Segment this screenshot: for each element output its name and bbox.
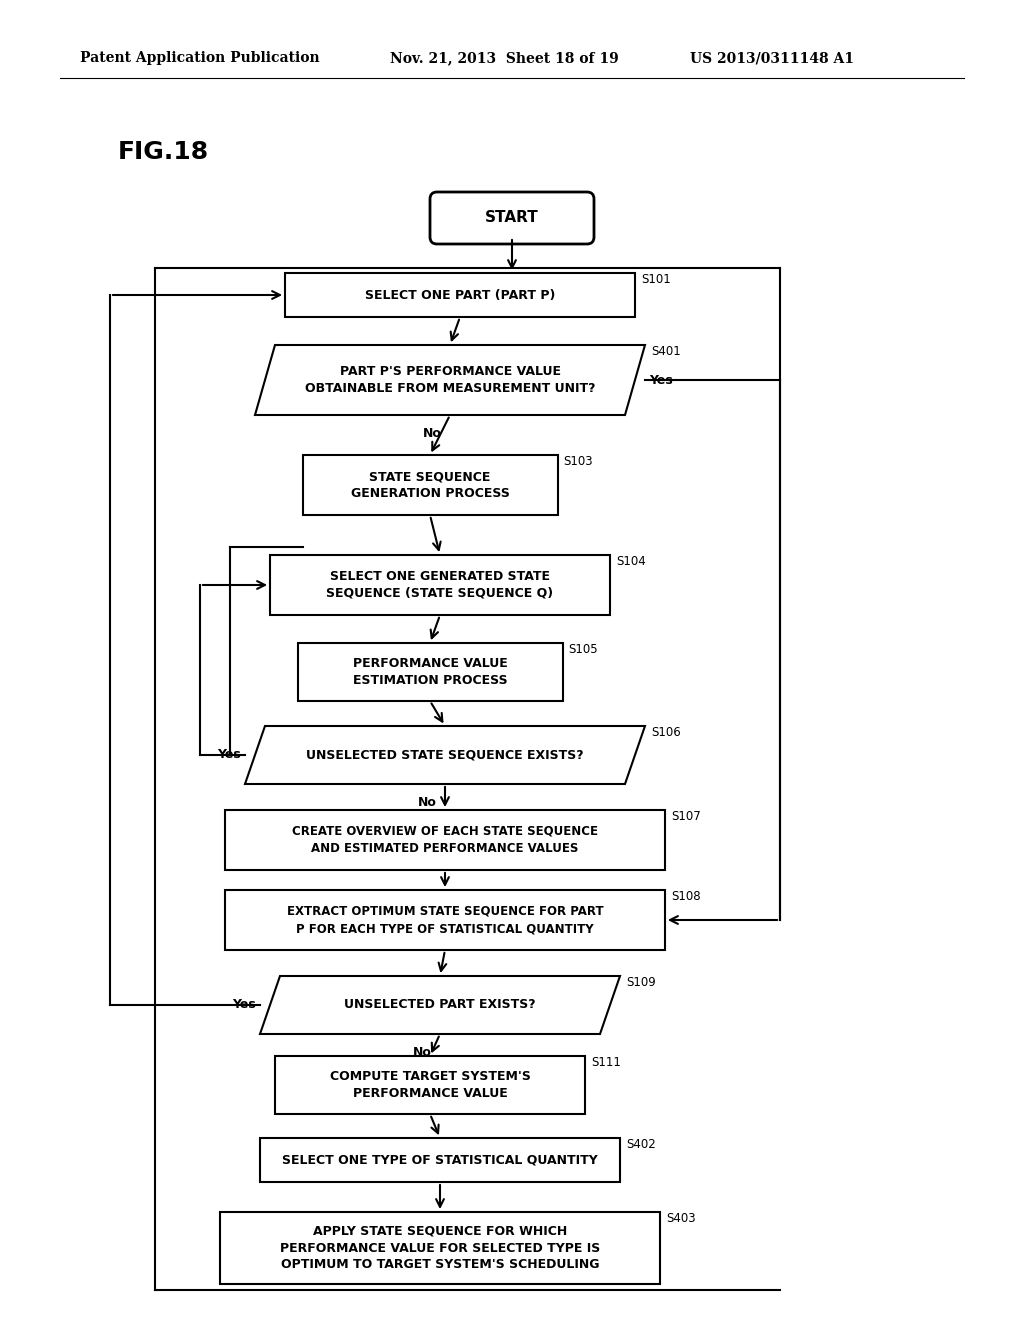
Text: No: No (423, 426, 441, 440)
Text: S103: S103 (563, 455, 593, 469)
Bar (285, 273, 635, 317)
Text: S401: S401 (651, 345, 681, 358)
Bar (225, 810, 665, 870)
Text: Yes: Yes (217, 748, 241, 762)
Text: S403: S403 (666, 1212, 695, 1225)
Text: EXTRACT OPTIMUM STATE SEQUENCE FOR PART
P FOR EACH TYPE OF STATISTICAL QUANTITY: EXTRACT OPTIMUM STATE SEQUENCE FOR PART … (287, 906, 603, 935)
Polygon shape (260, 975, 620, 1034)
Text: SELECT ONE PART (PART P): SELECT ONE PART (PART P) (365, 289, 555, 301)
Text: S111: S111 (591, 1056, 621, 1069)
Bar (220, 1212, 660, 1284)
Text: PART P'S PERFORMANCE VALUE
OBTAINABLE FROM MEASUREMENT UNIT?: PART P'S PERFORMANCE VALUE OBTAINABLE FR… (305, 366, 595, 395)
Text: No: No (413, 1045, 431, 1059)
Text: Yes: Yes (232, 998, 256, 1011)
Bar (225, 890, 665, 950)
Text: Yes: Yes (649, 374, 673, 387)
Text: S108: S108 (671, 890, 700, 903)
Text: APPLY STATE SEQUENCE FOR WHICH
PERFORMANCE VALUE FOR SELECTED TYPE IS
OPTIMUM TO: APPLY STATE SEQUENCE FOR WHICH PERFORMAN… (280, 1225, 600, 1271)
FancyBboxPatch shape (430, 191, 594, 244)
Text: Nov. 21, 2013  Sheet 18 of 19: Nov. 21, 2013 Sheet 18 of 19 (390, 51, 618, 65)
Text: US 2013/0311148 A1: US 2013/0311148 A1 (690, 51, 854, 65)
Polygon shape (255, 345, 645, 414)
Text: S109: S109 (626, 975, 655, 989)
Text: START: START (485, 210, 539, 226)
Bar (298, 643, 562, 701)
Text: UNSELECTED STATE SEQUENCE EXISTS?: UNSELECTED STATE SEQUENCE EXISTS? (306, 748, 584, 762)
Text: CREATE OVERVIEW OF EACH STATE SEQUENCE
AND ESTIMATED PERFORMANCE VALUES: CREATE OVERVIEW OF EACH STATE SEQUENCE A… (292, 825, 598, 855)
Polygon shape (245, 726, 645, 784)
Text: STATE SEQUENCE
GENERATION PROCESS: STATE SEQUENCE GENERATION PROCESS (350, 470, 509, 500)
Bar (275, 1056, 585, 1114)
Bar (260, 1138, 620, 1181)
Bar (270, 554, 610, 615)
Text: SELECT ONE TYPE OF STATISTICAL QUANTITY: SELECT ONE TYPE OF STATISTICAL QUANTITY (283, 1154, 598, 1167)
Text: No: No (418, 796, 436, 809)
Text: UNSELECTED PART EXISTS?: UNSELECTED PART EXISTS? (344, 998, 536, 1011)
Text: S101: S101 (641, 273, 671, 286)
Text: SELECT ONE GENERATED STATE
SEQUENCE (STATE SEQUENCE Q): SELECT ONE GENERATED STATE SEQUENCE (STA… (327, 570, 554, 601)
Text: S106: S106 (651, 726, 681, 739)
Text: Patent Application Publication: Patent Application Publication (80, 51, 319, 65)
Text: COMPUTE TARGET SYSTEM'S
PERFORMANCE VALUE: COMPUTE TARGET SYSTEM'S PERFORMANCE VALU… (330, 1071, 530, 1100)
Text: FIG.18: FIG.18 (118, 140, 209, 164)
Text: S402: S402 (626, 1138, 655, 1151)
Text: S107: S107 (671, 810, 700, 822)
Text: PERFORMANCE VALUE
ESTIMATION PROCESS: PERFORMANCE VALUE ESTIMATION PROCESS (352, 657, 507, 686)
Text: S104: S104 (616, 554, 646, 568)
Text: S105: S105 (568, 643, 598, 656)
Bar (302, 455, 557, 515)
